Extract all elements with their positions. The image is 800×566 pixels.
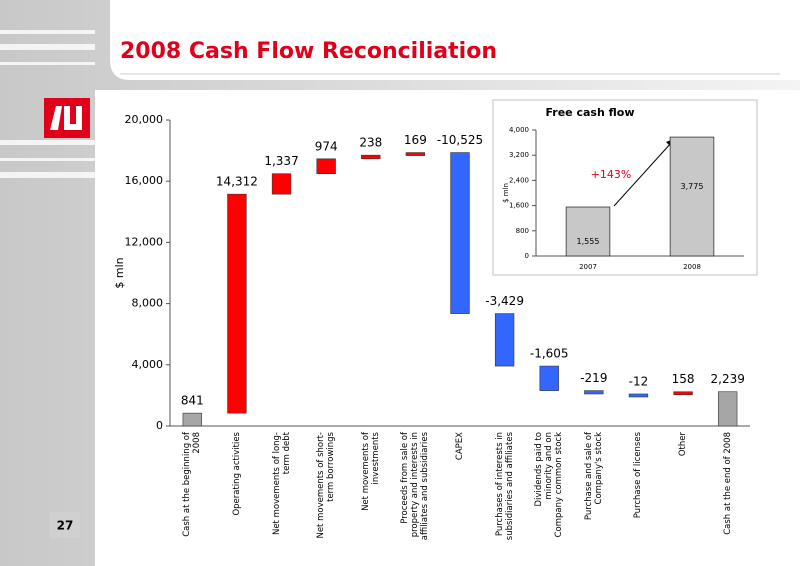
value-label: 14,312 bbox=[216, 175, 258, 189]
y-tick-label: 8,000 bbox=[132, 297, 164, 310]
growth-arrow bbox=[613, 141, 673, 207]
value-label: -12 bbox=[629, 374, 649, 388]
logo bbox=[44, 98, 90, 138]
y-tick-label: 20,000 bbox=[125, 113, 164, 126]
bar bbox=[718, 391, 738, 427]
value-label: 974 bbox=[315, 139, 338, 153]
bar bbox=[450, 152, 470, 314]
annotation: +143% bbox=[591, 168, 632, 181]
bar bbox=[673, 391, 693, 396]
y-tick-label: 12,000 bbox=[125, 235, 164, 248]
x-tick-label: Cash at the beginning of 2008 bbox=[182, 432, 203, 537]
inset-box bbox=[492, 99, 758, 276]
y-tick-label: 2,400 bbox=[509, 176, 529, 184]
bar bbox=[405, 152, 426, 156]
y-tick-label: 0 bbox=[156, 419, 163, 432]
bar bbox=[539, 365, 559, 391]
value-label: -10,525 bbox=[437, 133, 483, 147]
y-tick-label: 4,000 bbox=[509, 126, 529, 134]
y-tick-label: 16,000 bbox=[125, 174, 164, 187]
x-tick-label: Purchase of licenses bbox=[633, 432, 644, 519]
value-label: -219 bbox=[580, 371, 607, 385]
value-label: -3,429 bbox=[485, 294, 524, 308]
bar bbox=[628, 393, 649, 398]
x-tick-label: Purchases of interests in subsidiaries a… bbox=[494, 432, 515, 541]
x-tick-label: Net movements of short-term borrowings bbox=[316, 432, 337, 539]
y-tick-label: 4,000 bbox=[132, 358, 164, 371]
y-axis-label: $ mln bbox=[113, 257, 126, 288]
bar bbox=[565, 206, 611, 257]
value-label: 158 bbox=[672, 372, 695, 386]
bar bbox=[227, 193, 247, 414]
x-tick-label: Cash at the end of 2008 bbox=[722, 432, 733, 535]
header-panel bbox=[110, 0, 800, 80]
x-tick-label: Purchase and sale of Company's stock bbox=[583, 432, 604, 521]
inset-title: Free cash flow bbox=[545, 106, 634, 119]
value-label: 1,337 bbox=[264, 154, 298, 168]
x-tick-label: Other bbox=[678, 432, 689, 457]
y-tick-label: 1,600 bbox=[509, 202, 529, 210]
x-tick-label: 2007 bbox=[579, 263, 597, 271]
page-number-box bbox=[50, 512, 80, 538]
y-axis-label: $ mln bbox=[502, 183, 510, 203]
x-tick-label: Proceeds from sale of property and inter… bbox=[400, 432, 431, 541]
x-tick-label: Dividends paid to minority and on Compan… bbox=[534, 432, 565, 538]
value-label: 1,555 bbox=[577, 237, 600, 246]
value-label: 169 bbox=[404, 133, 427, 147]
value-label: 238 bbox=[359, 136, 382, 150]
value-label: 2,239 bbox=[711, 372, 745, 386]
y-tick-label: 800 bbox=[516, 227, 529, 235]
bar bbox=[494, 313, 515, 367]
stripes bbox=[0, 30, 95, 178]
x-tick-label: 2008 bbox=[683, 263, 701, 271]
x-tick-label: Net movements of investments bbox=[360, 432, 381, 511]
value-label: 841 bbox=[181, 394, 204, 408]
value-label: -1,605 bbox=[530, 347, 569, 361]
x-tick-label: CAPEX bbox=[455, 432, 465, 461]
x-tick-label: Operating activities bbox=[231, 432, 242, 516]
bar bbox=[584, 390, 604, 395]
page-number: 27 bbox=[57, 519, 74, 533]
slide-title: 2008 Cash Flow Reconciliation bbox=[120, 39, 497, 64]
x-tick-label: Net movements of long-term debt bbox=[271, 432, 292, 536]
bar bbox=[361, 154, 381, 160]
y-tick-label: 0 bbox=[525, 252, 529, 260]
bar bbox=[316, 158, 336, 175]
value-label: 3,775 bbox=[681, 182, 704, 191]
bar bbox=[182, 412, 202, 427]
bar bbox=[669, 136, 715, 257]
y-tick-label: 3,200 bbox=[509, 151, 529, 159]
bar bbox=[271, 173, 292, 195]
